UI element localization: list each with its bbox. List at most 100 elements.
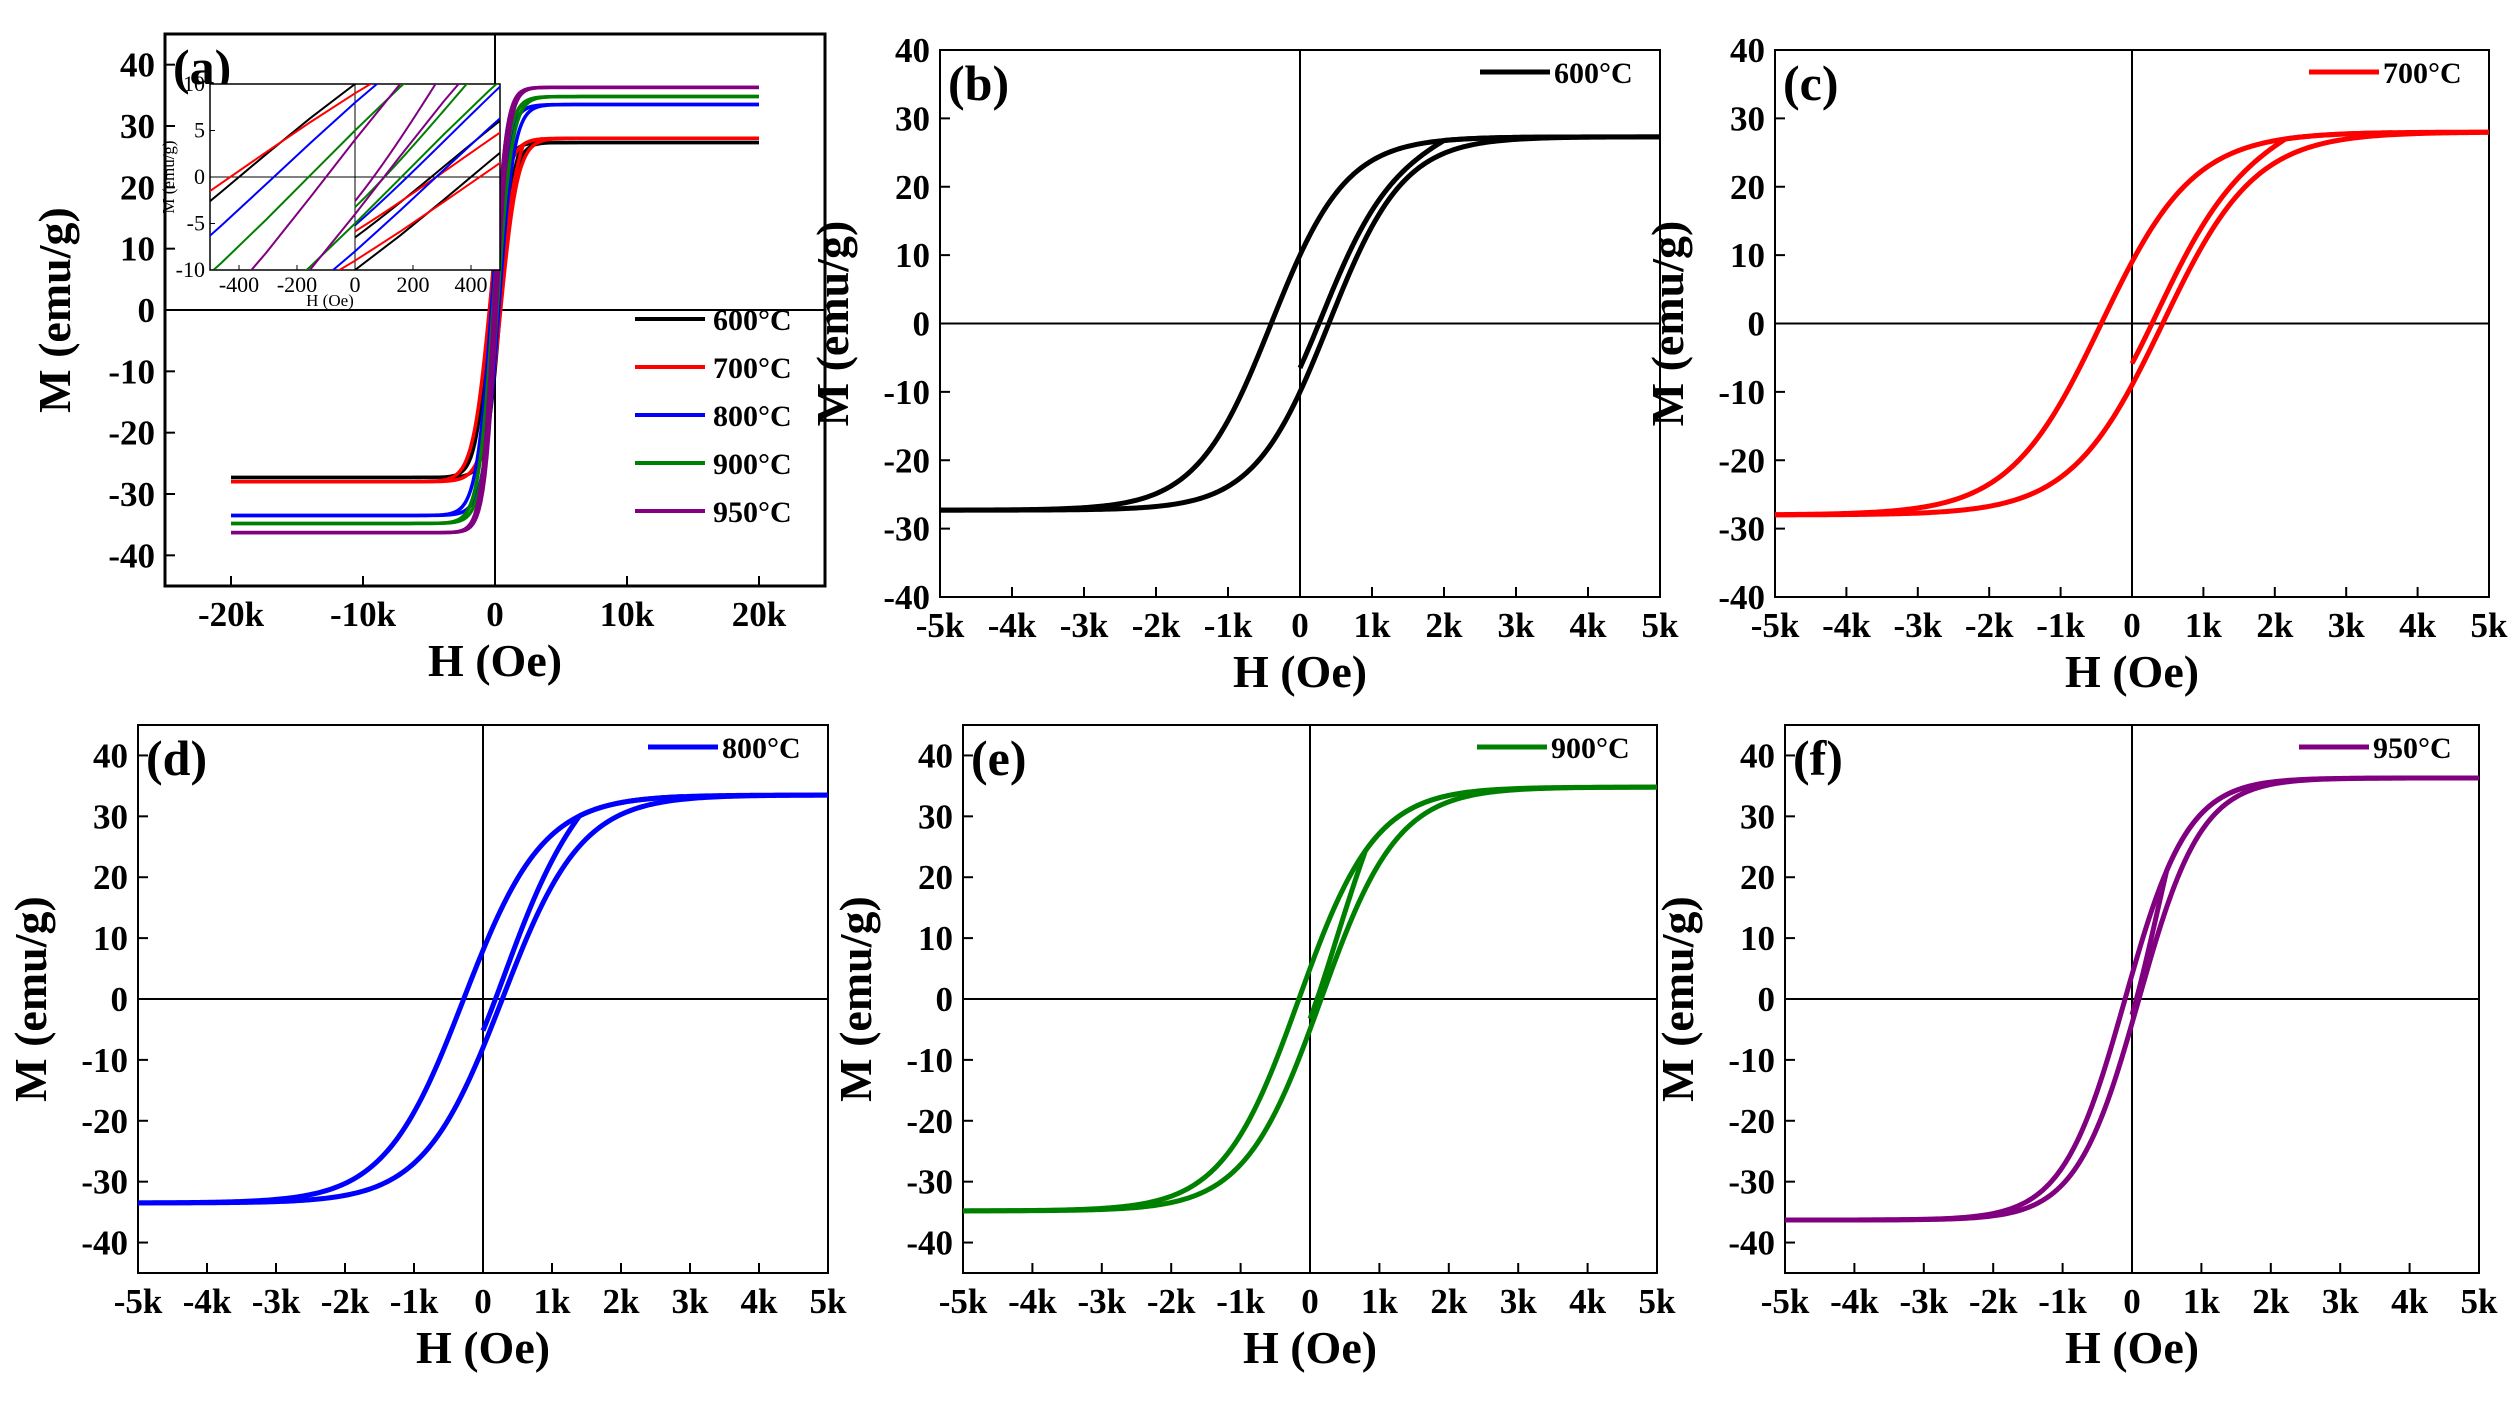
inset-x-tick-label: -200 <box>277 272 317 297</box>
y-tick-label: 0 <box>1748 305 1766 344</box>
y-tick-label: 40 <box>1740 736 1775 775</box>
y-tick-label: -20 <box>1718 441 1765 480</box>
y-tick-label: -10 <box>883 373 930 412</box>
x-tick-label: 4k <box>1570 606 1608 645</box>
inset-x-tick-label: 0 <box>350 272 361 297</box>
x-tick-label: 0 <box>474 1282 492 1321</box>
curve-descending-700°C <box>1775 129 2489 518</box>
legend-label: 700°C <box>2383 57 2462 90</box>
y-tick-label: -20 <box>906 1102 953 1141</box>
x-axis-label: H (Oe) <box>2065 646 2199 697</box>
y-tick-label: -30 <box>1728 1163 1775 1202</box>
x-tick-label: 4k <box>741 1282 779 1321</box>
y-tick-label: 0 <box>1758 980 1776 1019</box>
inset-x-tick-label: -400 <box>219 272 259 297</box>
x-tick-label: -3k <box>1899 1282 1948 1321</box>
y-tick-label: 0 <box>111 980 129 1019</box>
x-tick-label: 2k <box>603 1282 641 1321</box>
x-tick-label: 0 <box>2123 606 2141 645</box>
inset-y-axis-label: M (emu/g) <box>159 140 178 213</box>
x-tick-label: -10k <box>330 595 397 634</box>
x-tick-label: -2k <box>1147 1282 1196 1321</box>
curve-ascending-800°C <box>210 84 379 238</box>
x-tick-label: 10k <box>600 595 655 634</box>
y-tick-label: -40 <box>81 1224 128 1263</box>
curve-initial-900°C <box>1307 789 1472 1020</box>
y-axis-label: M (emu/g) <box>5 896 56 1102</box>
inset-y-tick-label: -5 <box>187 211 205 236</box>
curve-initial-900°C <box>354 84 468 208</box>
legend-label: 600°C <box>1554 57 1633 90</box>
legend-label: 700°C <box>713 352 792 385</box>
y-axis-label: M (emu/g) <box>807 221 858 427</box>
x-tick-label: 3k <box>1500 1282 1538 1321</box>
x-tick-label: -5k <box>916 606 965 645</box>
y-tick-label: 10 <box>120 230 155 269</box>
curve-descending-900°C <box>304 84 499 270</box>
inset-x-tick-label: 200 <box>397 272 430 297</box>
x-tick-label: -4k <box>1008 1282 1057 1321</box>
y-tick-label: 40 <box>918 736 953 775</box>
y-axis-label: M (emu/g) <box>1642 221 1693 427</box>
x-tick-label: 20k <box>732 595 787 634</box>
y-tick-label: 20 <box>918 858 953 897</box>
panel-e: -5k -4k -3k -2k -1k 0 1k 2k 3k 4k 5k -40 -30 -20 -10 0 1… <box>830 724 1676 1373</box>
curve-ascending-900°C <box>963 784 1657 1214</box>
x-axis-label: H (Oe) <box>1233 646 1367 697</box>
x-tick-label: 0 <box>1301 1282 1319 1321</box>
x-tick-label: 3k <box>2322 1282 2360 1321</box>
y-tick-label: 0 <box>138 291 156 330</box>
x-tick-label: -3k <box>252 1282 301 1321</box>
x-tick-label: -2k <box>1965 606 2014 645</box>
y-tick-label: -20 <box>1728 1102 1775 1141</box>
x-tick-label: -3k <box>1060 606 1109 645</box>
x-tick-label: 5k <box>2461 1282 2499 1321</box>
x-tick-label: 5k <box>1642 606 1680 645</box>
x-tick-label: -4k <box>988 606 1037 645</box>
y-tick-label: -40 <box>108 536 155 575</box>
y-tick-label: 20 <box>1740 858 1775 897</box>
y-tick-label: -10 <box>1718 373 1765 412</box>
inset-y-tick-label: 5 <box>194 118 205 143</box>
y-tick-label: 0 <box>913 305 931 344</box>
x-axis-label: H (Oe) <box>2065 1322 2199 1373</box>
inset-y-tick-label: 0 <box>194 164 205 189</box>
x-tick-label: -5k <box>1761 1282 1810 1321</box>
x-tick-label: -5k <box>114 1282 163 1321</box>
x-tick-label: -2k <box>1969 1282 2018 1321</box>
legend-label: 900°C <box>713 448 792 481</box>
legend-label: 950°C <box>2373 732 2452 765</box>
x-tick-label: -1k <box>1216 1282 1265 1321</box>
x-tick-label: -2k <box>321 1282 370 1321</box>
y-tick-label: 10 <box>1730 236 1765 275</box>
y-tick-label: -20 <box>883 441 930 480</box>
x-tick-label: 5k <box>2471 606 2509 645</box>
legend-label: 600°C <box>713 304 792 337</box>
x-tick-label: -2k <box>1132 606 1181 645</box>
y-tick-label: -10 <box>1728 1041 1775 1080</box>
x-tick-label: 4k <box>2391 1282 2429 1321</box>
curve-initial-600°C <box>1297 134 1554 369</box>
y-tick-label: 0 <box>936 980 954 1019</box>
x-tick-label: 1k <box>1361 1282 1399 1321</box>
y-tick-label: -30 <box>81 1163 128 1202</box>
curve-ascending-700°C <box>210 84 373 193</box>
x-tick-label: 0 <box>486 595 504 634</box>
y-tick-label: 30 <box>918 797 953 836</box>
x-tick-label: 1k <box>2185 606 2223 645</box>
y-tick-label: -30 <box>1718 510 1765 549</box>
panel-a: -20k -10k 0 10k 20k -40 -30 -20 -10 0 10 20 30 40 H (O… <box>29 32 827 686</box>
x-tick-label: 3k <box>672 1282 710 1321</box>
y-tick-label: 40 <box>120 46 155 85</box>
y-tick-label: 10 <box>93 919 128 958</box>
panel-label: (e) <box>971 730 1027 786</box>
curve-initial-700°C <box>2129 130 2395 365</box>
y-tick-label: 20 <box>1730 168 1765 207</box>
y-tick-label: 40 <box>895 31 930 70</box>
x-tick-label: -3k <box>1077 1282 1126 1321</box>
y-tick-label: -40 <box>883 578 930 617</box>
y-tick-label: 20 <box>895 168 930 207</box>
x-tick-label: -1k <box>1204 606 1253 645</box>
curve-ascending-900°C <box>211 84 406 270</box>
